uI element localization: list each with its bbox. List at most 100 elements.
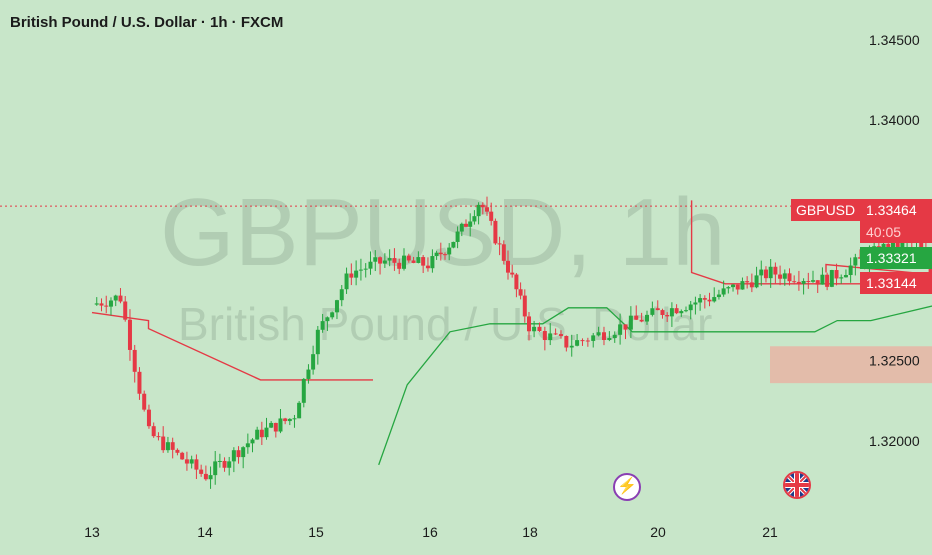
candle-body-58 (368, 261, 373, 269)
candle-body-64 (397, 262, 402, 269)
candle-body-35 (259, 429, 264, 438)
x-tick-label-5: 18 (522, 524, 538, 540)
candle-body-169 (895, 239, 900, 248)
candle-body-3 (108, 300, 113, 307)
candle-body-156 (834, 270, 839, 279)
candle-body-55 (354, 270, 359, 278)
candle-body-109 (607, 338, 612, 340)
candle-body-154 (825, 274, 830, 287)
watermark-symbol: GBPUSD, 1h (160, 179, 726, 286)
candle-body-94 (527, 316, 531, 332)
candle-body-68 (416, 257, 421, 263)
candle-body-152 (815, 280, 820, 285)
candle-body-100 (558, 334, 563, 336)
candle-body-32 (245, 443, 250, 448)
candle-body-125 (688, 304, 693, 311)
x-tick-label-3: 15 (308, 524, 324, 540)
candle-body-80 (468, 221, 473, 227)
candle-body-117 (650, 308, 655, 315)
candle-body-10 (142, 393, 147, 410)
y-tick-label-3: 1.32500 (869, 353, 920, 369)
lightning-icon[interactable]: ⚡ (613, 473, 641, 501)
candle-body-53 (344, 273, 349, 290)
candle-body-120 (665, 315, 670, 317)
y-tick-label-2: 1.34000 (869, 112, 920, 128)
candle-body-33 (250, 439, 255, 444)
candle-body-73 (438, 252, 443, 255)
candle-body-174 (919, 238, 924, 251)
candle-body-43 (297, 402, 302, 419)
candle-body-159 (848, 265, 853, 276)
candle-body-110 (612, 334, 617, 339)
candle-body-2 (104, 305, 109, 307)
candle-body-56 (358, 269, 363, 271)
candle-body-86 (493, 220, 498, 244)
candle-body-147 (792, 281, 797, 283)
candle-body-76 (451, 241, 456, 248)
candle-body-1 (99, 303, 104, 306)
candle-body-106 (591, 335, 596, 341)
candle-body-77 (455, 231, 460, 242)
candle-body-74 (443, 254, 447, 256)
candle-body-153 (820, 274, 825, 285)
candle-body-148 (796, 281, 801, 284)
candle-body-84 (485, 207, 489, 212)
x-tick-label-1: 13 (84, 524, 100, 540)
symbol-tag: GBPUSD (791, 199, 861, 221)
candle-body-78 (459, 223, 464, 232)
x-tick-label-2: 14 (197, 524, 213, 540)
candle-body-102 (569, 345, 574, 348)
countdown-tag: 40:05 (860, 221, 932, 243)
candle-body-122 (674, 308, 679, 314)
candle-body-82 (476, 204, 481, 217)
candle-body-72 (434, 252, 439, 257)
candle-body-14 (161, 436, 166, 451)
candle-body-8 (132, 349, 137, 372)
candle-body-135 (735, 284, 740, 290)
candle-body-116 (644, 314, 649, 322)
candle-body-92 (518, 289, 523, 296)
candle-body-112 (623, 324, 628, 330)
y-tick-label-4: 1.32000 (869, 433, 920, 449)
zone-2 (770, 346, 932, 384)
candle-body-0 (94, 303, 99, 305)
candle-body-140 (759, 269, 764, 276)
candle-body-160 (853, 257, 858, 266)
candle-body-27 (222, 460, 227, 468)
uk-flag-icon[interactable] (783, 471, 811, 499)
candle-body-123 (679, 311, 684, 314)
candle-body-157 (839, 277, 844, 279)
candle-body-69 (421, 257, 426, 266)
stop-line-3 (825, 263, 932, 276)
candle-body-149 (801, 280, 806, 284)
candle-body-113 (628, 315, 633, 330)
x-tick-label-4: 16 (422, 524, 438, 540)
x-tick-label-7: 21 (762, 524, 778, 540)
candle-body-89 (506, 260, 510, 273)
candle-body-22 (199, 469, 204, 474)
chart-title: British Pound / U.S. Dollar · 1h · FXCM (10, 14, 284, 31)
candle-body-51 (334, 300, 339, 313)
candle-body-38 (273, 422, 278, 432)
candle-body-87 (497, 243, 502, 245)
candle-body-97 (542, 331, 547, 341)
green-level-tag: 1.33321 (860, 247, 932, 269)
candle-body-13 (156, 436, 161, 438)
candle-body-9 (137, 371, 142, 394)
candle-body-75 (447, 247, 452, 255)
candle-body-119 (660, 310, 665, 316)
candle-body-143 (773, 266, 778, 275)
last-price-tag: 1.33464 (860, 199, 932, 221)
candle-body-66 (406, 255, 411, 261)
candle-body-145 (782, 273, 787, 279)
candle-body-17 (175, 449, 180, 453)
candle-body-45 (306, 369, 311, 379)
candle-body-105 (585, 340, 590, 342)
candle-body-23 (203, 473, 208, 480)
candle-body-49 (325, 317, 330, 322)
candle-body-132 (721, 288, 726, 295)
candle-body-88 (501, 244, 506, 261)
candle-body-170 (900, 239, 905, 248)
